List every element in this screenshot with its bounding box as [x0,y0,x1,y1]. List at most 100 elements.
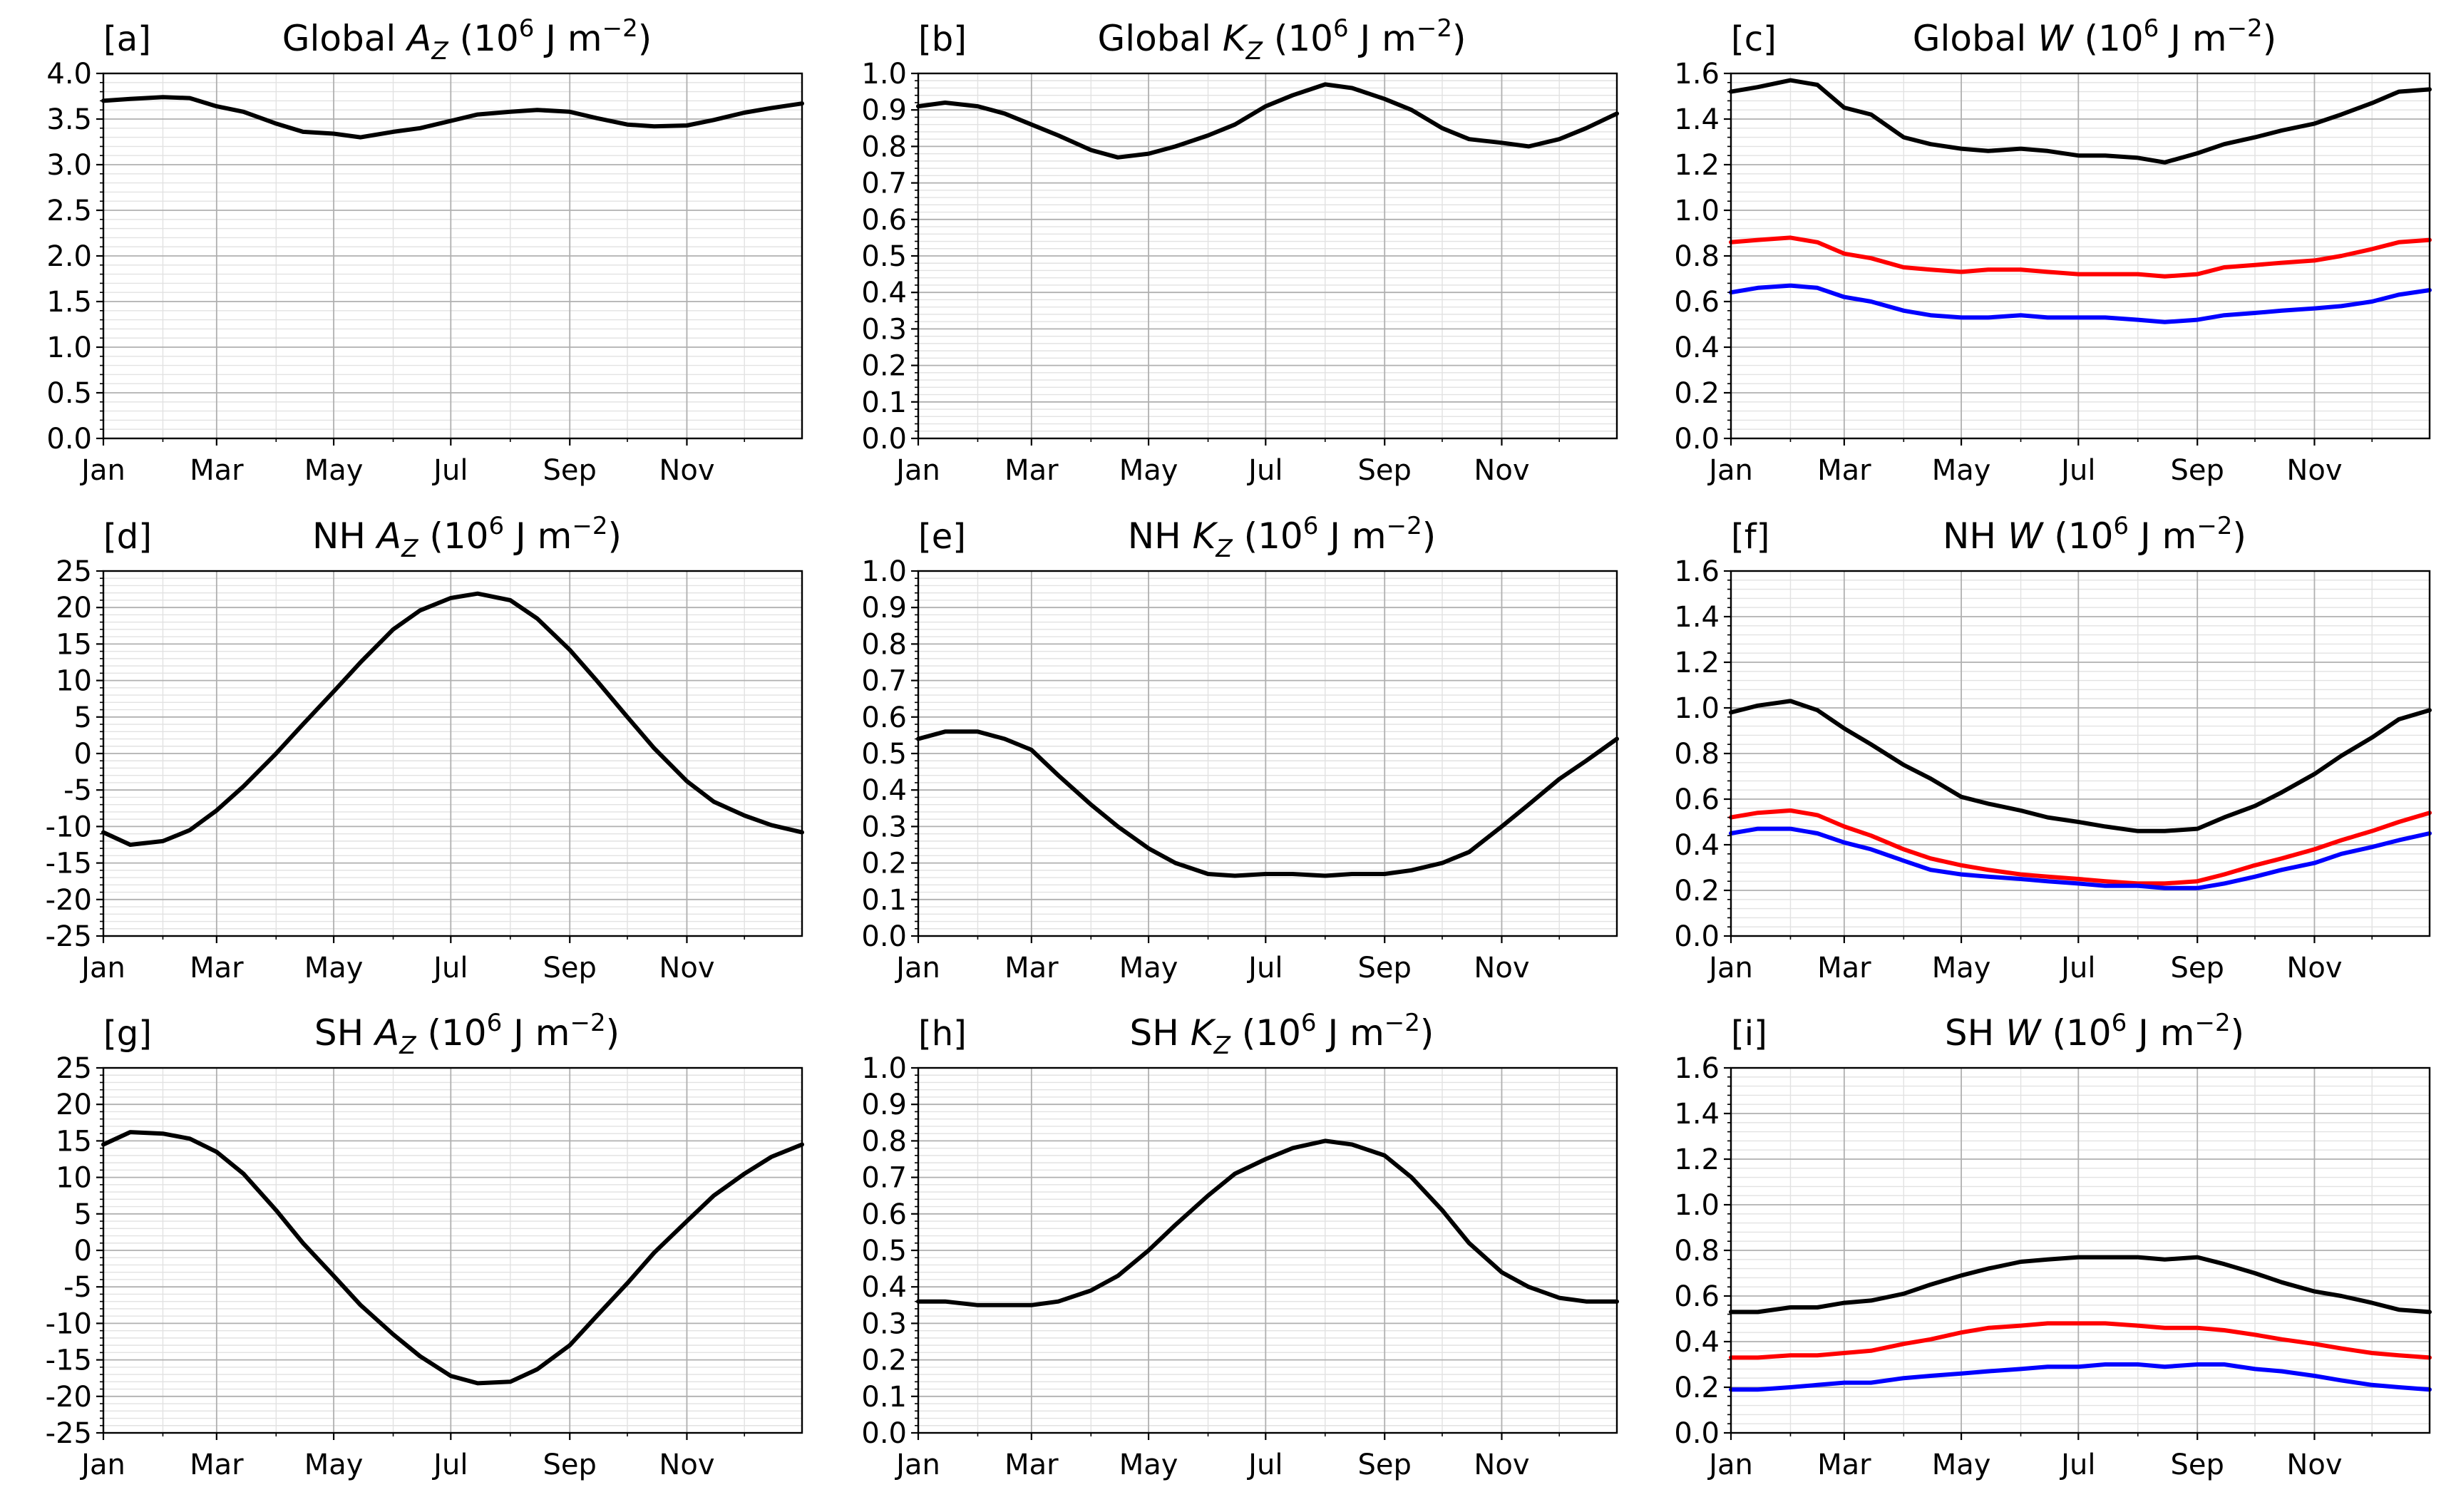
y-tick-label: 25 [56,555,92,588]
x-tick-label: Jul [431,952,468,984]
x-tick-label: Nov [659,952,714,984]
y-tick-label: 0.4 [1674,1326,1720,1359]
y-tick-label: 1.0 [1674,692,1720,725]
y-tick-label: 1.0 [1674,195,1720,227]
panel-4: 0.00.1 0.2 0.3 0.40.5 0.60.7 0.8 0.9 1.0 Jan Mar M… [861,512,1619,984]
series-line-1 [1729,235,2432,279]
x-tick-label: Mar [1817,1449,1871,1481]
x-tick-label: Nov [1474,952,1529,984]
panel-7: 0.00.1 0.2 0.30.4 0.5 0.60.7 0.8 0.9 1.0 Jan Mar M… [861,1009,1619,1481]
series-line-0 [916,729,1619,878]
x-tick-label: May [304,1449,364,1481]
panel-label: [a] [103,19,151,59]
y-tick-label: 0.6 [861,1198,907,1231]
series-line-1 [1729,808,2432,886]
series-line-0 [101,1130,804,1386]
y-tick-label: 0.3 [861,1307,907,1340]
panel-5: 0.0 0.2 0.4 0.6 0.8 1.0 1.2 1.4 1.6 Jan Mar May Jul S… [1674,512,2432,984]
x-tick-label: May [1932,1449,1991,1481]
y-tick-label: 0.8 [1674,738,1720,771]
x-tick-label: Mar [1004,454,1059,487]
x-tick-label: Jan [79,454,125,487]
x-tick-label: Jan [1707,952,1753,984]
x-tick-label: Jul [2059,454,2095,487]
y-tick-label: 0.7 [861,168,907,200]
x-tick-label: Mar [190,1449,244,1481]
y-tick-label: 1.2 [1674,647,1720,679]
y-tick-label: -15 [46,1344,92,1377]
y-tick-label: 1.6 [1674,555,1720,588]
y-tick-label: 3.5 [46,103,92,136]
x-tick-label: Jul [431,1449,468,1481]
y-tick-label: 2.5 [46,195,92,227]
x-tick-label: Jan [894,454,940,487]
y-tick-label: -20 [46,884,92,917]
y-tick-label: 1.0 [1674,1189,1720,1222]
x-tick-label: Mar [190,454,244,487]
series-line-2 [1729,826,2432,890]
series-line-0 [916,1138,1619,1307]
x-tick-label: Sep [543,454,597,487]
y-tick-label: 0.1 [861,386,907,419]
y-tick-label: 25 [56,1052,92,1085]
x-tick-label: Nov [2286,1449,2342,1481]
x-tick-label: Nov [2286,454,2342,487]
x-tick-label: Sep [1358,952,1412,984]
panel-label: [d] [103,517,152,557]
panel-title: SH AZ (106 J m−2) [314,1009,620,1060]
series-line-2 [1729,1362,2432,1392]
y-tick-label: 0.3 [861,811,907,843]
y-tick-label: 1.6 [1674,58,1720,91]
y-tick-label: 0.0 [861,920,907,953]
panel-3: -25-20 -15 -10 -50 510 15 20 25 Jan Mar May Jul Sep N… [46,512,804,984]
x-tick-label: Sep [2171,952,2224,984]
y-tick-label: 0.0 [1674,920,1720,953]
y-tick-label: 0 [74,1235,92,1267]
panel-label: [g] [103,1014,152,1054]
y-tick-label: 1.0 [46,331,92,364]
y-tick-label: 10 [56,1162,92,1195]
x-tick-label: Jul [2059,1449,2095,1481]
x-tick-label: May [1119,952,1178,984]
x-tick-label: Jul [2059,952,2095,984]
y-tick-label: 1.2 [1674,149,1720,182]
x-tick-label: Jan [1707,1449,1753,1481]
y-tick-label: 0.9 [861,592,907,624]
panel-title: NH KZ (106 J m−2) [1128,512,1437,563]
panel-6: -25-20 -15 -10-5 0 510 15 20 25 Jan Mar May Jul Sep N… [46,1009,804,1481]
y-tick-label: 0.7 [861,665,907,698]
x-tick-label: Jul [431,454,468,487]
series-line-0 [101,95,804,140]
y-tick-label: 5 [74,701,92,734]
y-tick-label: -5 [63,1271,92,1304]
y-tick-label: 0.8 [1674,240,1720,273]
x-tick-label: Sep [2171,454,2224,487]
y-tick-label: 0.2 [861,350,907,383]
panel-2: 0.0 0.2 0.4 0.6 0.8 1.0 1.2 1.4 1.6 Jan Mar May Jul S… [1674,14,2432,487]
y-tick-label: 0.0 [46,423,92,456]
x-tick-label: Sep [2171,1449,2224,1481]
series-line-0 [1729,78,2432,165]
y-tick-label: 1.5 [46,286,92,319]
y-tick-label: 0.7 [861,1162,907,1195]
y-tick-label: 0.5 [46,377,92,410]
x-tick-label: Nov [1474,1449,1529,1481]
y-tick-label: 0.0 [1674,1417,1720,1450]
panel-title: NH W (106 J m−2) [1943,512,2246,557]
y-tick-label: 1.0 [861,58,907,91]
y-tick-label: -25 [46,920,92,953]
series-line-0 [1729,699,2432,833]
x-tick-label: Jul [1246,1449,1283,1481]
y-tick-label: 2.0 [46,240,92,273]
y-tick-label: -10 [46,811,92,843]
y-tick-label: 1.0 [861,555,907,588]
series-line-0 [916,82,1619,160]
x-tick-label: Jan [1707,454,1753,487]
panel-label: [f] [1731,517,1769,557]
x-tick-label: Mar [1004,952,1059,984]
x-tick-label: Nov [2286,952,2342,984]
panel-label: [b] [918,19,967,59]
y-tick-label: -20 [46,1381,92,1414]
y-tick-label: 1.4 [1674,601,1720,634]
